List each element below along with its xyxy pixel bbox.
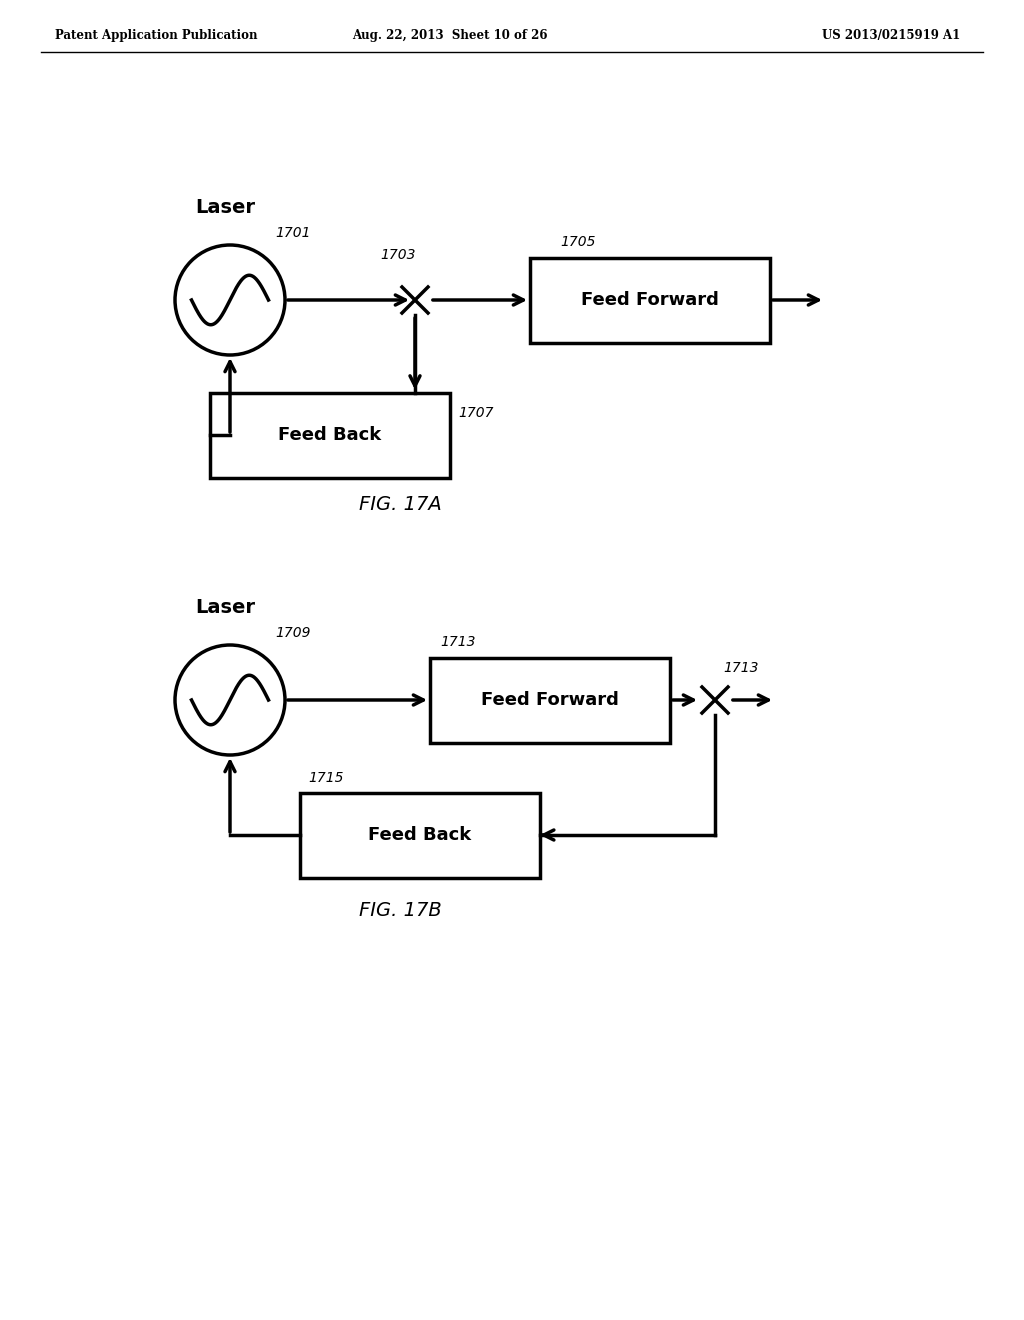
FancyBboxPatch shape: [430, 657, 670, 742]
Text: 1705: 1705: [560, 235, 596, 249]
Text: 1715: 1715: [308, 771, 343, 784]
Text: 1709: 1709: [275, 626, 310, 640]
Text: Feed Back: Feed Back: [369, 826, 472, 843]
Text: Laser: Laser: [195, 198, 255, 216]
Text: 1701: 1701: [275, 226, 310, 240]
Text: 1713: 1713: [440, 635, 475, 649]
Text: FIG. 17A: FIG. 17A: [358, 495, 441, 515]
Text: US 2013/0215919 A1: US 2013/0215919 A1: [821, 29, 961, 41]
Text: Laser: Laser: [195, 598, 255, 616]
FancyBboxPatch shape: [530, 257, 770, 342]
Text: Feed Forward: Feed Forward: [581, 290, 719, 309]
FancyBboxPatch shape: [300, 792, 540, 878]
Text: 1707: 1707: [458, 407, 494, 420]
Text: Aug. 22, 2013  Sheet 10 of 26: Aug. 22, 2013 Sheet 10 of 26: [352, 29, 548, 41]
FancyBboxPatch shape: [210, 392, 450, 478]
Text: Feed Back: Feed Back: [279, 426, 382, 444]
Text: Patent Application Publication: Patent Application Publication: [55, 29, 257, 41]
Text: Feed Forward: Feed Forward: [481, 690, 618, 709]
Text: 1713: 1713: [723, 661, 759, 675]
Text: FIG. 17B: FIG. 17B: [358, 900, 441, 920]
Text: 1703: 1703: [380, 248, 416, 261]
